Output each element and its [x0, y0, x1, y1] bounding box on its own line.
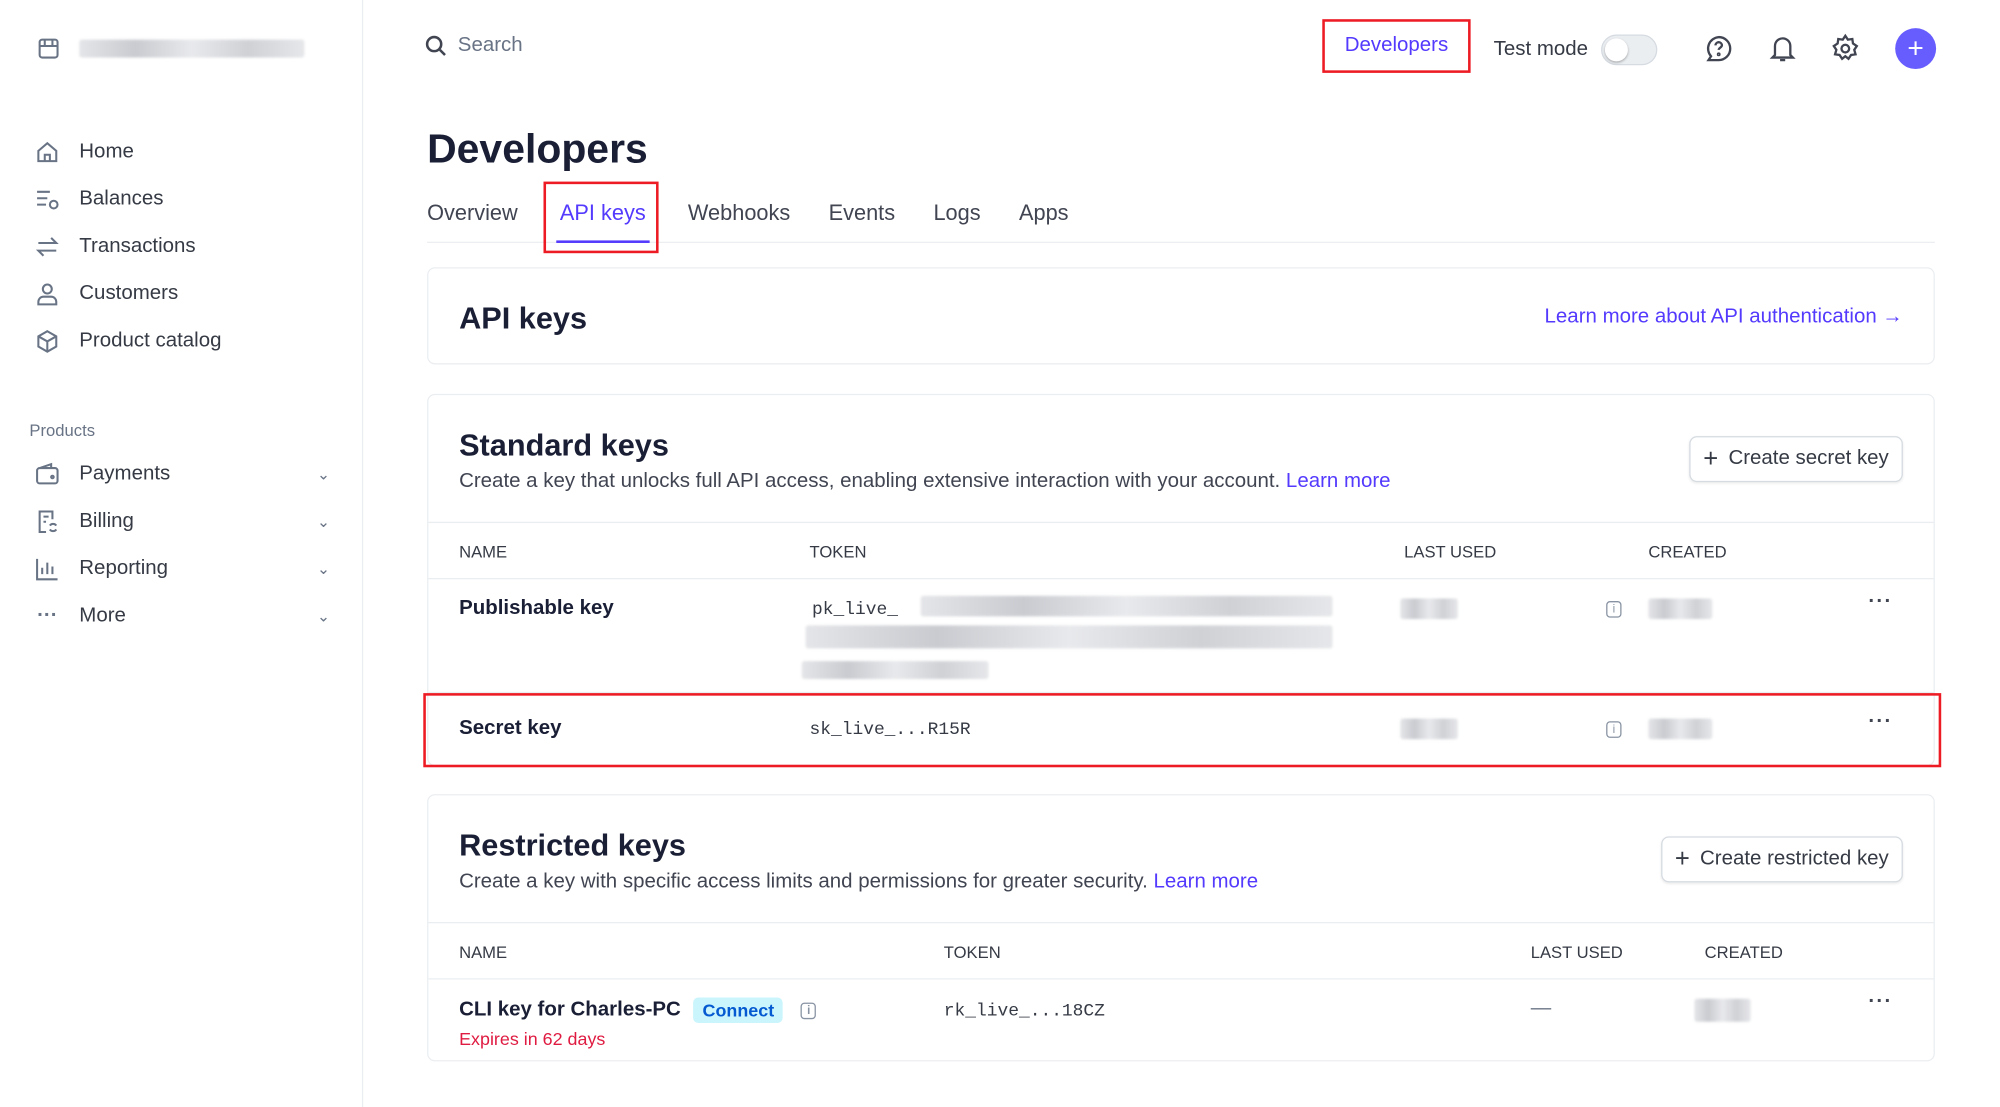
product-catalog-icon — [33, 327, 61, 355]
info-icon[interactable]: i — [1606, 601, 1622, 618]
create-secret-key-button[interactable]: + Create secret key — [1689, 436, 1903, 483]
api-auth-link[interactable]: Learn more about API authentication → — [1544, 305, 1903, 328]
help-icon[interactable] — [1703, 33, 1734, 64]
transactions-icon — [33, 232, 61, 260]
last-used-redacted — [1400, 718, 1458, 740]
home-icon — [33, 137, 61, 165]
standard-keys-description: Create a key that unlocks full API acces… — [459, 470, 1391, 493]
sidebar-item-reporting[interactable]: Reporting ⌄ — [33, 545, 330, 592]
test-mode: Test mode — [1494, 34, 1658, 66]
account-switcher[interactable] — [36, 36, 305, 62]
restricted-keys-description: Create a key with specific access limits… — [459, 870, 1259, 893]
bell-icon[interactable] — [1767, 33, 1798, 64]
table-row[interactable]: CLI key for Charles-PC Connect i Expires… — [459, 991, 1893, 1049]
created-redacted — [1694, 998, 1751, 1022]
sidebar-item-balances[interactable]: Balances — [33, 175, 330, 222]
standard-keys-heading: Standard keys — [459, 428, 669, 463]
products-nav: Payments ⌄ Billing ⌄ Reporting ⌄ ··· More ⌄ — [33, 450, 330, 639]
search-input[interactable]: Search — [425, 35, 523, 58]
gear-icon[interactable] — [1830, 33, 1861, 64]
more-icon: ··· — [37, 604, 58, 626]
chevron-down-icon[interactable]: ⌄ — [317, 464, 330, 483]
created-redacted — [1648, 718, 1713, 740]
restricted-learn-more-link[interactable]: Learn more — [1153, 870, 1259, 893]
tab-webhooks[interactable]: Webhooks — [687, 200, 791, 226]
products-section-label: Products — [29, 420, 96, 440]
token-redacted — [801, 661, 989, 680]
sidebar-item-billing[interactable]: Billing ⌄ — [33, 497, 330, 544]
api-keys-card: API keys Learn more about API authentica… — [427, 267, 1935, 365]
more-actions-icon[interactable]: ··· — [1868, 991, 1893, 1013]
developers-button[interactable]: Developers — [1322, 19, 1471, 73]
create-restricted-key-button[interactable]: + Create restricted key — [1660, 836, 1903, 883]
sidebar-item-more[interactable]: ··· More ⌄ — [33, 592, 330, 639]
last-used-redacted — [1400, 598, 1458, 619]
highlight-box — [423, 693, 1942, 768]
api-keys-heading: API keys — [459, 301, 588, 337]
sidebar-item-transactions[interactable]: Transactions — [33, 223, 330, 270]
highlight-box — [543, 181, 659, 254]
standard-keys-table-header: NAME TOKEN LAST USED CREATED — [428, 521, 1934, 580]
account-name-redacted — [79, 39, 305, 58]
token-redacted — [920, 595, 1333, 617]
sidebar: Home Balances Transactions Customers Pro… — [0, 0, 364, 1107]
plus-icon: + — [1674, 844, 1690, 873]
main-nav: Home Balances Transactions Customers Pro… — [33, 128, 330, 365]
restricted-keys-card: Restricted keys Create a key with specif… — [427, 794, 1935, 1062]
page-title: Developers — [427, 125, 648, 172]
wallet-icon — [33, 460, 61, 488]
store-icon — [38, 38, 59, 59]
restricted-keys-table-header: NAME TOKEN LAST USED CREATED — [428, 922, 1934, 980]
plus-icon: + — [1703, 444, 1719, 473]
balances-icon — [33, 185, 61, 213]
token-redacted — [805, 625, 1333, 649]
info-icon[interactable]: i — [1606, 721, 1622, 738]
expiry-text: Expires in 62 days — [459, 1028, 606, 1049]
chart-icon — [33, 554, 61, 582]
create-new-button[interactable]: + — [1895, 28, 1937, 70]
standard-learn-more-link[interactable]: Learn more — [1285, 470, 1391, 493]
sidebar-item-product-catalog[interactable]: Product catalog — [33, 317, 330, 364]
more-actions-icon[interactable]: ··· — [1868, 711, 1893, 733]
customers-icon — [33, 279, 61, 307]
sidebar-item-home[interactable]: Home — [33, 128, 330, 175]
chevron-down-icon[interactable]: ⌄ — [317, 512, 330, 531]
table-row[interactable]: Secret key sk_live_...R15R i ··· — [459, 711, 1893, 741]
billing-icon — [33, 507, 61, 535]
restricted-keys-heading: Restricted keys — [459, 828, 686, 864]
table-row[interactable]: Publishable key pk_live_ i ··· — [428, 581, 1934, 694]
standard-keys-card: Standard keys Create a key that unlocks … — [427, 393, 1935, 767]
developer-tabs: Overview API keys Webhooks Events Logs A… — [427, 194, 1935, 243]
created-redacted — [1648, 598, 1713, 619]
sidebar-item-payments[interactable]: Payments ⌄ — [33, 450, 330, 497]
top-bar: Search Developers Test mode + — [363, 0, 2000, 97]
tab-apps[interactable]: Apps — [1018, 200, 1069, 226]
connect-badge: Connect — [693, 997, 784, 1024]
more-actions-icon[interactable]: ··· — [1868, 590, 1893, 613]
info-icon[interactable]: i — [801, 1001, 817, 1019]
chevron-down-icon[interactable]: ⌄ — [317, 606, 330, 625]
tab-api-keys[interactable]: API keys — [556, 194, 650, 243]
tab-events[interactable]: Events — [828, 200, 896, 226]
test-mode-toggle[interactable] — [1600, 34, 1658, 66]
search-icon — [425, 35, 446, 56]
tab-logs[interactable]: Logs — [933, 200, 981, 226]
chevron-down-icon[interactable]: ⌄ — [317, 559, 330, 578]
tab-overview[interactable]: Overview — [427, 200, 518, 226]
sidebar-item-customers[interactable]: Customers — [33, 270, 330, 317]
